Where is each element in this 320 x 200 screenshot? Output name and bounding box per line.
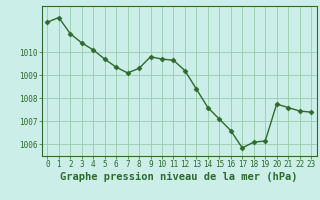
X-axis label: Graphe pression niveau de la mer (hPa): Graphe pression niveau de la mer (hPa) — [60, 172, 298, 182]
